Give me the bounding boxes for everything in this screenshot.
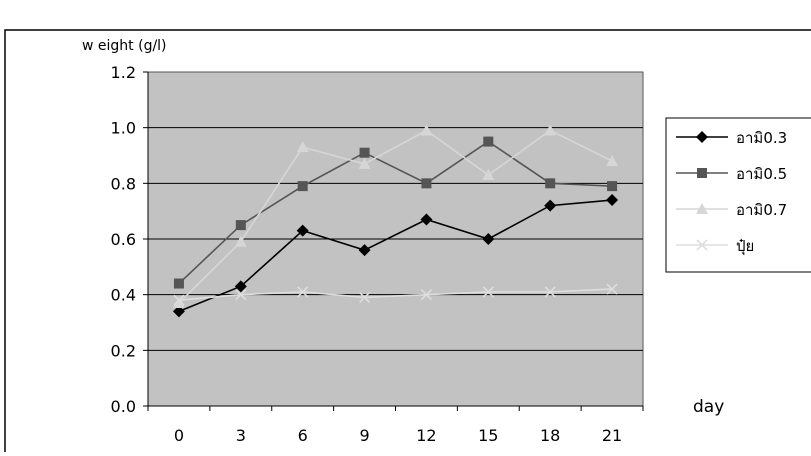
data-point: [482, 168, 495, 180]
x-tick-label: 6: [298, 426, 308, 445]
data-point: [421, 178, 432, 189]
gridlines: [143, 71, 644, 411]
data-point: [297, 286, 309, 298]
y-tick-labels: 0.0 0.2 0.4 0.6 0.8 1.0 1.2: [111, 63, 136, 416]
y-axis-label: w eight (g/l): [82, 38, 167, 54]
y-tick-label: 0.8: [111, 174, 136, 193]
legend: อามิ0.3 อามิ0.5 อามิ0.7 ปุ๋ย: [676, 129, 787, 256]
data-point: [172, 297, 185, 309]
series-4: [173, 283, 618, 306]
data-point: [482, 286, 494, 298]
data-point: [297, 181, 308, 192]
legend-entry: อามิ0.3: [676, 129, 787, 147]
data-point: [544, 124, 557, 136]
data-point: [235, 289, 247, 301]
data-point: [606, 283, 618, 295]
x-tick-label: 12: [416, 426, 436, 445]
series-line: [178, 288, 613, 302]
legend-label: ปุ๋ย: [736, 237, 754, 256]
data-point: [606, 155, 619, 167]
legend-marker: [696, 131, 708, 143]
data-point: [235, 220, 246, 231]
x-tick-label: 0: [174, 426, 184, 445]
data-point: [296, 141, 309, 153]
data-point: [420, 213, 433, 226]
data-point: [358, 291, 371, 304]
data-point: [606, 194, 619, 207]
x-tick-labels: 0 3 6 9 12 15 18 21: [174, 426, 622, 445]
series-line: [178, 140, 613, 285]
y-tick-label: 1.2: [111, 63, 136, 82]
x-axis-label: day: [693, 397, 724, 417]
x-tick-label: 18: [540, 426, 560, 445]
data-point: [544, 286, 556, 298]
legend-label: อามิ0.5: [736, 165, 787, 183]
series-3: [172, 124, 619, 309]
y-tick-label: 1.0: [111, 119, 136, 138]
data-point: [545, 178, 556, 189]
data-point: [420, 289, 433, 301]
data-point: [358, 244, 371, 257]
x-tick-label: 3: [236, 426, 246, 445]
data-point: [296, 224, 309, 237]
axes: [147, 72, 643, 407]
legend-entry: อามิ0.5: [676, 165, 787, 183]
data-point: [482, 233, 495, 245]
legend-marker: [696, 203, 708, 214]
data-point: [358, 157, 371, 169]
legend-marker: [697, 168, 707, 178]
data-point: [173, 294, 185, 306]
series-line: [178, 199, 613, 313]
legend-entry: อามิ0.7: [676, 201, 787, 219]
series-1: [172, 194, 619, 318]
data-point: [483, 136, 494, 147]
data-point: [234, 235, 247, 247]
data-point: [234, 280, 247, 293]
data-point: [173, 278, 184, 289]
data-point: [172, 305, 185, 318]
y-tick-label: 0.6: [111, 230, 136, 249]
y-tick-label: 0.4: [111, 286, 136, 305]
series-group: [172, 124, 619, 318]
x-tick-label: 15: [478, 426, 498, 445]
y-tick-label: 0.0: [111, 397, 136, 416]
data-point: [544, 199, 557, 212]
x-tick-label: 9: [359, 426, 369, 445]
series-line: [178, 129, 613, 304]
legend-marker: [696, 239, 708, 251]
legend-entry: ปุ๋ย: [676, 237, 754, 256]
y-tick-label: 0.2: [111, 341, 136, 360]
x-tick-label: 21: [602, 426, 622, 445]
data-point: [607, 181, 618, 192]
data-point: [359, 147, 370, 158]
legend-box: [665, 117, 811, 273]
data-point: [420, 124, 433, 136]
legend-label: อามิ0.3: [736, 129, 787, 147]
legend-label: อามิ0.7: [736, 201, 787, 219]
series-2: [173, 136, 618, 289]
